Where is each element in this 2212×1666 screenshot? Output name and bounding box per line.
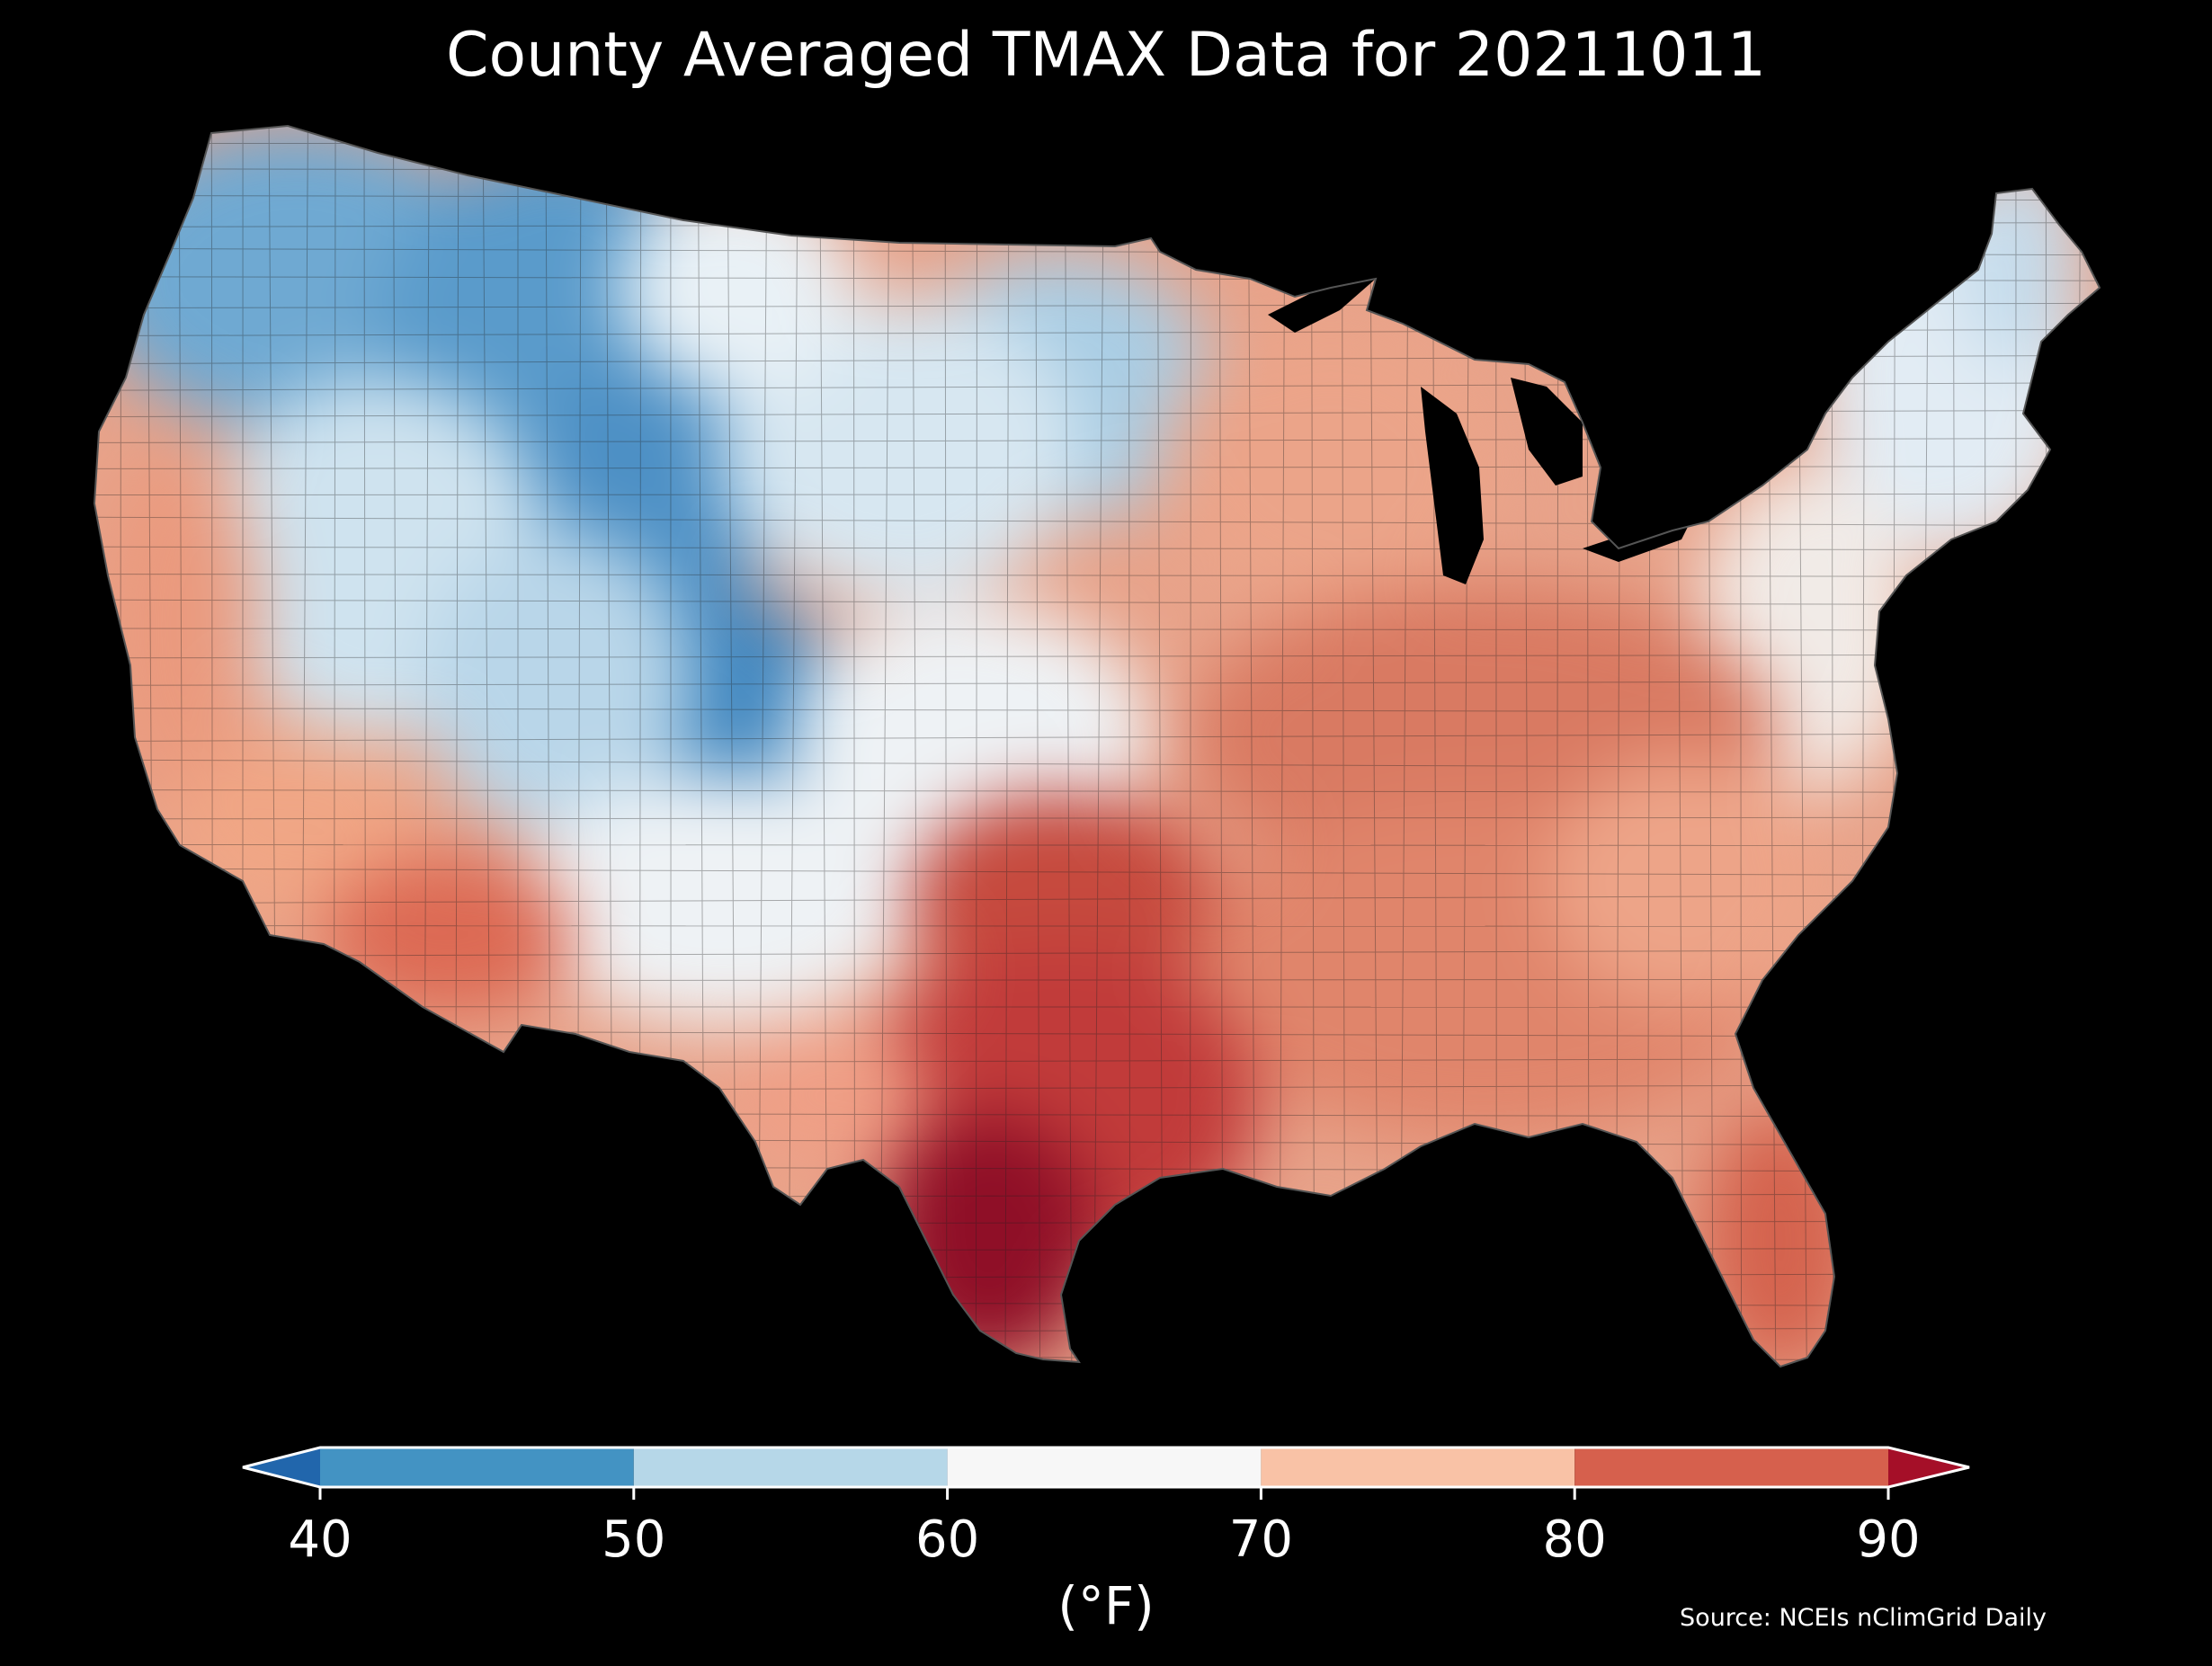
colorbar-bin (243, 1448, 320, 1487)
county-line (94, 1006, 2100, 1008)
colorbar-bin (1261, 1448, 1575, 1487)
county-line (1341, 126, 1346, 1367)
county-line (94, 708, 2100, 713)
colorbar-tick-label: 50 (602, 1510, 666, 1569)
colorbar-tick-label: 80 (1542, 1510, 1607, 1569)
colorbar-ticks (318, 1487, 1890, 1500)
county-line (1034, 126, 1041, 1367)
region-new-mexico (522, 773, 917, 1025)
lake-huron (1511, 378, 1583, 486)
county-line (911, 126, 920, 1367)
region-california (99, 450, 261, 809)
county-line (94, 816, 2100, 820)
county-line (94, 894, 2100, 904)
county-line (1495, 126, 1497, 1367)
county-line (1004, 126, 1010, 1367)
county-line (879, 126, 890, 1367)
county-line (975, 126, 978, 1367)
colorbar-tick-label: 90 (1856, 1510, 1921, 1569)
region-oklahoma (908, 791, 1214, 1007)
county-line (94, 516, 2100, 527)
lake-michigan (1421, 387, 1484, 584)
region-south-texas (881, 1115, 1097, 1367)
region-arizona (324, 854, 575, 1016)
colorbar-tick-label: 60 (914, 1510, 980, 1569)
county-line (94, 654, 2100, 659)
region-carolinas (1547, 755, 1834, 1007)
colorbar-bins (243, 1448, 1969, 1487)
county-line (94, 843, 2100, 847)
county-line (1189, 126, 1192, 1367)
region-utah (423, 530, 692, 836)
county-line (94, 142, 2100, 146)
county-line (1247, 126, 1256, 1367)
colorbar-bin (1888, 1448, 1969, 1487)
county-line (1156, 126, 1164, 1367)
county-line (94, 681, 2100, 686)
county-line (94, 868, 2100, 877)
region-florida (1699, 1106, 1861, 1367)
county-line (94, 628, 2100, 631)
county-line (94, 759, 2100, 770)
colorbar-label: (°F) (1057, 1575, 1155, 1636)
region-great-lakes (1160, 324, 1502, 611)
colorbar-bin (947, 1448, 1262, 1487)
region-west-texas (728, 1025, 926, 1169)
colorbar-tick-label: 70 (1228, 1510, 1294, 1569)
county-line (787, 126, 799, 1367)
colorbar-bin (633, 1448, 948, 1487)
map-title: County Averaged TMAX Data for 20211011 (446, 20, 1766, 91)
county-line (94, 949, 2100, 958)
county-line (94, 546, 2100, 551)
region-montana-east (620, 180, 854, 396)
colorbar-bin (1574, 1448, 1888, 1487)
county-line (94, 574, 2100, 577)
colorbar (241, 1446, 1971, 1500)
county-line (81, 117, 2113, 118)
colorbar-tick-label: 40 (288, 1510, 352, 1569)
county-line (1128, 126, 1131, 1367)
county-line (1093, 126, 1105, 1367)
county-line (944, 126, 948, 1367)
county-line (94, 789, 2100, 793)
region-southern-california (171, 737, 423, 917)
lake-superior (1268, 270, 1376, 333)
county-line (1919, 126, 1930, 1367)
county-line (94, 599, 2100, 606)
source-text: Source: NCEIs nClimGrid Daily (1680, 1604, 2047, 1632)
colorbar-bin (320, 1448, 634, 1487)
county-line (1064, 126, 1073, 1367)
region-maine (1956, 153, 2082, 369)
county-line (94, 925, 2100, 927)
region-northern-plains (719, 297, 1079, 602)
county-line (94, 732, 2100, 743)
